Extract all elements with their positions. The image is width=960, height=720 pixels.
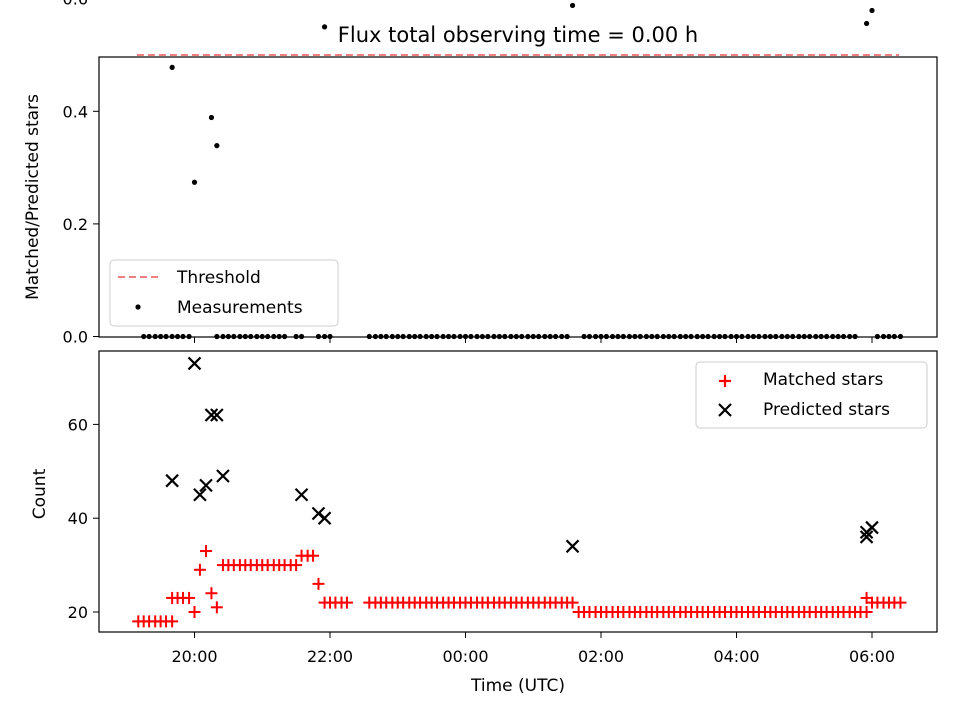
predicted-point [210, 408, 224, 422]
bottom-y-tick-label: 60 [68, 415, 88, 434]
matched-point [860, 606, 873, 618]
bottom-panel: 20 40 60 20:00 22:00 00:00 02:00 04:00 06:00 Co… [30, 350, 938, 696]
measurement-point [863, 20, 870, 27]
predicted-legend-label: Predicted stars [763, 400, 890, 420]
predicted-point [859, 530, 874, 544]
predicted-legend-swatch [718, 403, 732, 417]
top-panel-plot [136, 2, 904, 340]
matched-point [340, 596, 353, 609]
x-tick-label: 06:00 [849, 647, 895, 666]
top-y-axis-label: Matched/Predicted stars [23, 94, 43, 300]
top-y-tick-label: 0.6 [63, 0, 88, 9]
matched-point [183, 591, 196, 604]
matched-legend-label: Matched stars [763, 370, 883, 390]
top-panel: 0.0 0.2 0.4 0.6 Matched/Predicted stars Thr… [23, 0, 938, 347]
x-tick-label: 02:00 [578, 647, 624, 666]
predicted-point [294, 487, 309, 502]
top-x-ticks [194, 337, 873, 343]
predicted-point [199, 478, 213, 493]
bottom-y-axis-label: Count [30, 468, 50, 519]
top-y-tick-label: 0.0 [63, 328, 88, 347]
measurement-point [869, 7, 875, 14]
predicted-point [865, 520, 879, 535]
matched-point [290, 559, 303, 572]
matched-point [193, 563, 206, 576]
x-tick-label: 22:00 [307, 647, 353, 666]
predicted-point [565, 539, 580, 554]
matched-point [166, 615, 179, 628]
bottom-panel-plot [132, 356, 907, 628]
x-tick-label: 00:00 [442, 647, 488, 666]
bottom-legend: Matched stars Predicted stars [695, 361, 928, 429]
measurement-point [214, 143, 220, 149]
matched-point [210, 601, 223, 614]
predicted-point [204, 408, 219, 422]
bottom-x-ticks: 20:00 22:00 00:00 02:00 04:00 06:00 [171, 632, 895, 666]
matched-point [566, 596, 579, 609]
bottom-y-tick-label: 40 [68, 509, 88, 528]
top-y-tick-label: 0.2 [63, 215, 88, 234]
measurements-legend-label: Measurements [177, 298, 303, 318]
predicted-point [193, 487, 207, 502]
matched-point [312, 577, 325, 590]
chart-title: Flux total observing time = 0.00 h [338, 23, 698, 47]
matched-point [894, 596, 907, 609]
x-tick-label: 04:00 [713, 647, 759, 666]
measurement-point [191, 179, 198, 185]
matched-point [188, 606, 201, 618]
bottom-y-ticks: 20 40 60 [68, 415, 99, 622]
matched-point [200, 545, 213, 558]
top-panel-frame [98, 56, 938, 338]
threshold-legend-label: Threshold [176, 268, 261, 288]
measurement-point [569, 2, 576, 9]
top-legend-box [109, 259, 339, 327]
measurements-legend-swatch [135, 304, 141, 310]
matched-legend-swatch [719, 375, 731, 387]
bottom-legend-box [695, 361, 928, 429]
top-y-ticks: 0.0 0.2 0.4 0.6 [63, 0, 99, 347]
x-axis-label: Time (UTC) [470, 676, 565, 696]
top-y-tick-label: 0.4 [63, 102, 88, 121]
x-tick-label: 20:00 [171, 647, 217, 666]
measurement-point [208, 114, 215, 121]
measurement-point [321, 24, 328, 30]
matched-point [307, 549, 320, 562]
predicted-point [187, 356, 202, 371]
bottom-panel-frame [98, 350, 938, 633]
matched-point [205, 587, 218, 600]
predicted-point [165, 473, 179, 488]
predicted-point [216, 469, 230, 483]
predicted-point [317, 511, 332, 525]
bottom-y-tick-label: 20 [68, 603, 88, 622]
measurement-point [169, 64, 175, 70]
top-legend: Threshold Measurements [109, 259, 339, 327]
